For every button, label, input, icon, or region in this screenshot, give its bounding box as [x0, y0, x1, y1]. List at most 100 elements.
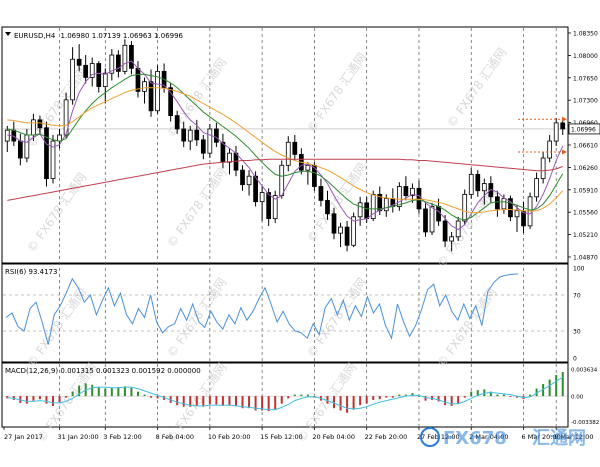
macd-histogram-bar — [463, 396, 466, 398]
last-price-box — [568, 123, 600, 135]
rsi-label: RSI(6) 93.4173 — [5, 268, 57, 276]
macd-tick-label: 0.00 — [571, 395, 584, 401]
macd-histogram-bar — [202, 396, 205, 407]
x-tick-label: 8 Feb 04:00 — [156, 433, 195, 441]
macd-histogram-bar — [293, 394, 296, 397]
candle-body — [63, 99, 69, 136]
candle-body — [168, 87, 174, 117]
price-panel — [4, 39, 567, 252]
macd-histogram-bar — [555, 375, 558, 397]
y-tick-label: 1.06260 — [573, 165, 598, 172]
candle-body — [508, 198, 513, 218]
macd-histogram-bar — [208, 396, 211, 405]
projection-arrow-icon — [562, 116, 567, 122]
candle-body — [31, 119, 36, 136]
macd-histogram-bar — [352, 396, 355, 410]
macd-histogram-bar — [176, 396, 179, 406]
x-tick-label: 2 Mar 04:00 — [469, 433, 508, 441]
candle-body — [396, 186, 402, 207]
candle-body — [318, 186, 324, 201]
macd-tick-label: 0.003634 — [571, 367, 598, 373]
macd-histogram-bar — [470, 391, 473, 397]
macd-histogram-bar — [241, 396, 244, 409]
macd-histogram-bar — [91, 384, 94, 397]
candle-body — [135, 67, 141, 92]
macd-histogram-bar — [71, 391, 74, 397]
macd-histogram-bar — [32, 396, 35, 401]
moving-average-line — [7, 87, 564, 214]
macd-histogram-bar — [391, 396, 394, 398]
macd-histogram-bar — [359, 396, 362, 406]
candle-body — [155, 70, 160, 112]
candle-body — [272, 195, 278, 220]
candle-body — [17, 140, 23, 159]
macd-histogram-bar — [457, 396, 460, 404]
macd-histogram-bar — [117, 387, 120, 397]
candle-body — [102, 72, 108, 87]
rsi-panel — [3, 273, 567, 345]
candle-body — [462, 193, 468, 222]
candle-body — [514, 210, 520, 218]
macd-histogram-bar — [489, 391, 492, 397]
logo-fx678: FX678 — [443, 428, 507, 449]
candle-body — [37, 119, 43, 129]
candle-body — [416, 187, 422, 210]
y-tick-label: 1.07650 — [573, 75, 598, 82]
candle-body — [266, 192, 272, 220]
candle-body — [495, 196, 500, 210]
candle-body — [227, 152, 232, 163]
candle-body — [187, 129, 193, 142]
candle-body — [200, 139, 206, 154]
candle-body — [442, 220, 448, 242]
candle-body — [429, 206, 435, 233]
main-panel-frame — [1, 26, 569, 264]
candle-body — [475, 173, 481, 192]
x-tick-label: 6 Mar 20:00 — [522, 433, 561, 441]
moving-average-line — [7, 73, 564, 221]
macd-histogram-bar — [346, 396, 349, 413]
macd-histogram-bar — [280, 396, 283, 404]
macd-histogram-bar — [476, 390, 479, 397]
ohlc-label: 1.06980 1.07139 1.06963 1.06996 — [61, 32, 184, 40]
candle-body — [181, 128, 187, 142]
rsi-tick-label: 70 — [573, 293, 581, 300]
candle-body — [357, 202, 363, 218]
macd-histogram-bar — [274, 396, 277, 410]
macd-histogram-bar — [385, 396, 388, 398]
candle-body — [116, 54, 121, 72]
rsi-tick-label: 30 — [573, 329, 581, 336]
grid-lines — [3, 28, 567, 426]
macd-histogram-bar — [182, 396, 185, 407]
logo-circle-icon — [420, 427, 440, 447]
macd-histogram-bar — [437, 396, 440, 402]
macd-histogram-bar — [156, 396, 159, 399]
rsi-tick-label: 100 — [573, 266, 585, 273]
candle-body — [96, 63, 102, 87]
candle-body — [285, 141, 291, 166]
macd-histogram-bar — [228, 396, 231, 406]
x-tick-label: 31 Jan 20:00 — [58, 433, 99, 441]
candle-body — [325, 200, 330, 215]
candle-body — [109, 54, 115, 74]
y-tick-label: 1.07300 — [573, 98, 598, 105]
logo-text: 汇通网 — [532, 428, 586, 449]
candle-body — [76, 58, 82, 66]
candle-body — [89, 63, 95, 78]
macd-histogram-bar — [104, 388, 107, 397]
moving-average-line — [7, 60, 564, 231]
candle-body — [331, 213, 337, 234]
candle-body — [501, 198, 507, 210]
macd-histogram-bar — [248, 396, 251, 409]
macd-histogram-bar — [234, 396, 237, 406]
candle-body — [122, 44, 128, 72]
y-tick-label: 1.08000 — [573, 53, 598, 60]
x-tick-label: 15 Feb 12:00 — [260, 433, 303, 441]
candle-body — [377, 193, 383, 212]
candle-body — [351, 216, 356, 246]
candle-body — [207, 128, 213, 154]
macd-histogram-bar — [365, 396, 368, 404]
candle-body — [338, 226, 343, 234]
macd-histogram-bar — [45, 396, 48, 404]
macd-histogram-bar — [97, 387, 100, 397]
candle-body — [370, 193, 376, 220]
